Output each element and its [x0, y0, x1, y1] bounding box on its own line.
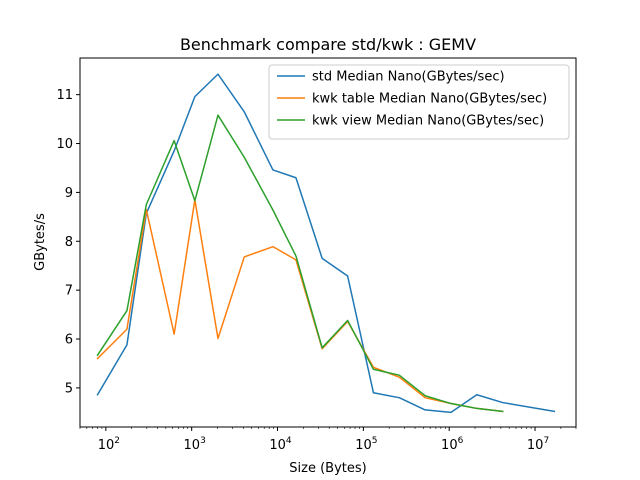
x-tick-label: 105 — [355, 436, 377, 453]
x-axis-label: Size (Bytes) — [289, 461, 366, 476]
series-lines — [96, 73, 556, 414]
x-tick-label: 102 — [98, 436, 120, 453]
legend-entry: std Median Nano(GBytes/sec) — [312, 70, 505, 85]
x-tick-label: 103 — [184, 436, 206, 453]
legend: std Median Nano(GBytes/sec) kwk table Med… — [268, 64, 570, 140]
x-tick-label: 107 — [527, 436, 549, 453]
y-tick-label: 10 — [56, 137, 73, 152]
plot-frame — [79, 57, 577, 428]
series-line-1 — [96, 73, 556, 414]
series-line-3 — [96, 114, 504, 413]
y-tick-label: 7 — [65, 284, 73, 299]
y-axis-ticks: 5 6 7 8 9 10 11 — [56, 88, 80, 396]
x-tick-label: 106 — [441, 436, 464, 453]
legend-entry: kwk view Median Nano(GBytes/sec) — [312, 114, 544, 129]
chart-title: Benchmark compare std/kwk : GEMV — [180, 35, 476, 54]
x-tick-label: 104 — [269, 436, 292, 453]
series-line-2 — [96, 198, 504, 413]
y-tick-label: 5 — [65, 381, 73, 396]
legend-box — [268, 64, 570, 140]
y-tick-label: 6 — [65, 333, 73, 348]
y-axis-label: GBytes/s — [33, 213, 48, 271]
x-axis-ticks: 102 103 104 105 106 107 — [79, 427, 577, 453]
y-tick-label: 11 — [56, 88, 73, 103]
legend-entry: kwk table Median Nano(GBytes/sec) — [312, 92, 547, 107]
y-tick-label: 8 — [65, 235, 73, 250]
y-tick-label: 9 — [65, 186, 73, 201]
